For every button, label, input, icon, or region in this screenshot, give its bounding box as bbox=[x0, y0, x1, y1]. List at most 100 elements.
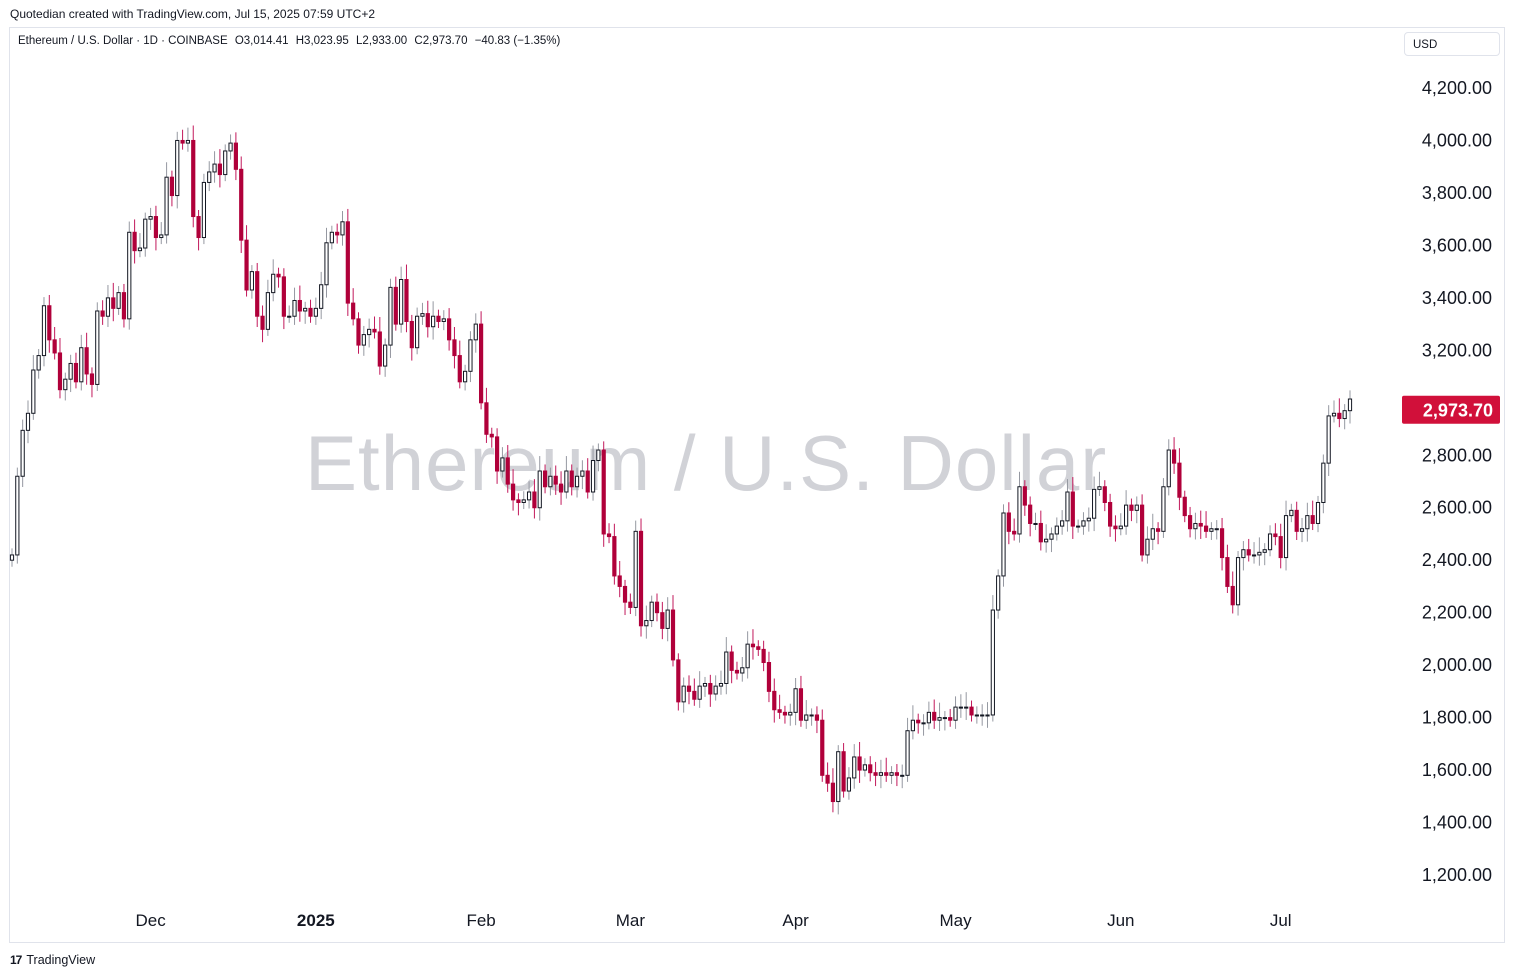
candle-body bbox=[1044, 538, 1049, 543]
candle-body bbox=[20, 429, 25, 477]
candle-body bbox=[335, 231, 340, 236]
candle-body bbox=[463, 370, 468, 383]
candle-body bbox=[606, 533, 612, 538]
last-price-marker: 2,973.70 bbox=[1402, 395, 1500, 424]
x-tick-label: Apr bbox=[782, 911, 809, 930]
x-tick-label: Jul bbox=[1270, 911, 1292, 930]
candle-body bbox=[772, 690, 777, 711]
y-tick-label: 2,800.00 bbox=[1422, 445, 1492, 465]
candle-body bbox=[932, 711, 937, 721]
candle-body bbox=[884, 772, 889, 776]
candle-body bbox=[47, 305, 52, 341]
candle-body bbox=[1022, 486, 1027, 506]
candle-body bbox=[990, 609, 995, 716]
candle-body bbox=[100, 310, 105, 317]
candle-body bbox=[196, 216, 201, 239]
candle-body bbox=[542, 470, 548, 488]
candle-body bbox=[63, 378, 68, 391]
candle-body bbox=[447, 318, 452, 341]
candle-body bbox=[1342, 410, 1347, 420]
candle-body bbox=[948, 717, 953, 721]
candle-body bbox=[1166, 449, 1171, 488]
candle-body bbox=[201, 181, 207, 239]
candle-body bbox=[564, 470, 569, 493]
candle-body bbox=[644, 620, 649, 627]
candle-body bbox=[436, 315, 441, 322]
candle-body bbox=[1006, 512, 1011, 532]
candle-body bbox=[617, 575, 622, 587]
candle-body bbox=[532, 491, 537, 509]
candle-body bbox=[1177, 462, 1182, 498]
candle-body bbox=[830, 782, 836, 803]
candle-body bbox=[846, 777, 852, 792]
candle-body bbox=[255, 271, 260, 317]
candle-body bbox=[628, 601, 633, 608]
candle-body bbox=[1235, 557, 1241, 606]
candle-body bbox=[1017, 486, 1022, 535]
candle-body bbox=[1305, 515, 1310, 530]
candle-body bbox=[95, 310, 100, 385]
candle-body bbox=[1267, 533, 1273, 551]
candle-body bbox=[537, 470, 542, 509]
candle-body bbox=[745, 643, 750, 669]
candle-body bbox=[996, 575, 1001, 611]
symbol-legend: Ethereum / U.S. Dollar · 1D · COINBASE O… bbox=[18, 35, 564, 47]
candle-body bbox=[1257, 551, 1262, 556]
candle-body bbox=[116, 292, 121, 309]
candle-body bbox=[889, 772, 894, 776]
candle-body bbox=[569, 470, 574, 488]
candle-body bbox=[425, 313, 430, 328]
candle-body bbox=[223, 150, 228, 176]
candle-body bbox=[393, 286, 398, 325]
candle-body bbox=[441, 318, 446, 322]
candle-body bbox=[1273, 533, 1278, 538]
candle-body bbox=[1134, 504, 1139, 511]
candle-body bbox=[1326, 415, 1331, 464]
candle-body bbox=[761, 648, 766, 664]
currency-button[interactable]: USD bbox=[1404, 32, 1500, 56]
candle-body bbox=[351, 302, 356, 320]
candle-body bbox=[969, 706, 974, 716]
candle-body bbox=[633, 530, 638, 608]
legend-symbol[interactable]: Ethereum / U.S. Dollar · 1D · COINBASE bbox=[18, 35, 228, 47]
candle-body bbox=[185, 139, 191, 144]
candle-body bbox=[41, 305, 47, 357]
y-tick-label: 3,400.00 bbox=[1422, 288, 1492, 308]
candle-body bbox=[1315, 501, 1321, 524]
candle-body bbox=[287, 315, 292, 318]
candle-body bbox=[916, 719, 921, 724]
candle-body bbox=[1140, 504, 1145, 556]
candle-body bbox=[239, 168, 244, 241]
candle-body bbox=[452, 339, 457, 357]
candle-body bbox=[1331, 412, 1337, 417]
candle-body bbox=[900, 774, 905, 777]
y-tick-label: 3,800.00 bbox=[1422, 183, 1492, 203]
candle-body bbox=[953, 706, 958, 721]
candle-body bbox=[1203, 525, 1209, 532]
footer-brand[interactable]: 17 TradingView bbox=[10, 953, 95, 967]
candle-body bbox=[622, 585, 628, 603]
candle-body bbox=[228, 142, 233, 152]
candle-body bbox=[740, 667, 745, 674]
candle-body bbox=[836, 751, 841, 803]
candle-body bbox=[345, 221, 350, 304]
y-tick-label: 3,200.00 bbox=[1422, 340, 1492, 360]
candle-body bbox=[1209, 528, 1214, 532]
candle-body bbox=[52, 339, 57, 354]
candle-body bbox=[756, 646, 761, 650]
candle-body bbox=[702, 682, 708, 687]
candle-body bbox=[457, 355, 462, 383]
candle-body bbox=[958, 706, 963, 709]
candle-body bbox=[526, 491, 532, 501]
candle-body bbox=[980, 714, 985, 717]
candle-body bbox=[494, 436, 500, 472]
candle-body bbox=[57, 352, 63, 391]
x-tick-label: Feb bbox=[466, 911, 495, 930]
candle-body bbox=[132, 231, 137, 252]
candle-body bbox=[1076, 525, 1081, 528]
candle-body bbox=[585, 470, 590, 493]
candle-body bbox=[473, 323, 478, 341]
candle-body bbox=[612, 536, 617, 577]
candle-body bbox=[766, 662, 772, 692]
